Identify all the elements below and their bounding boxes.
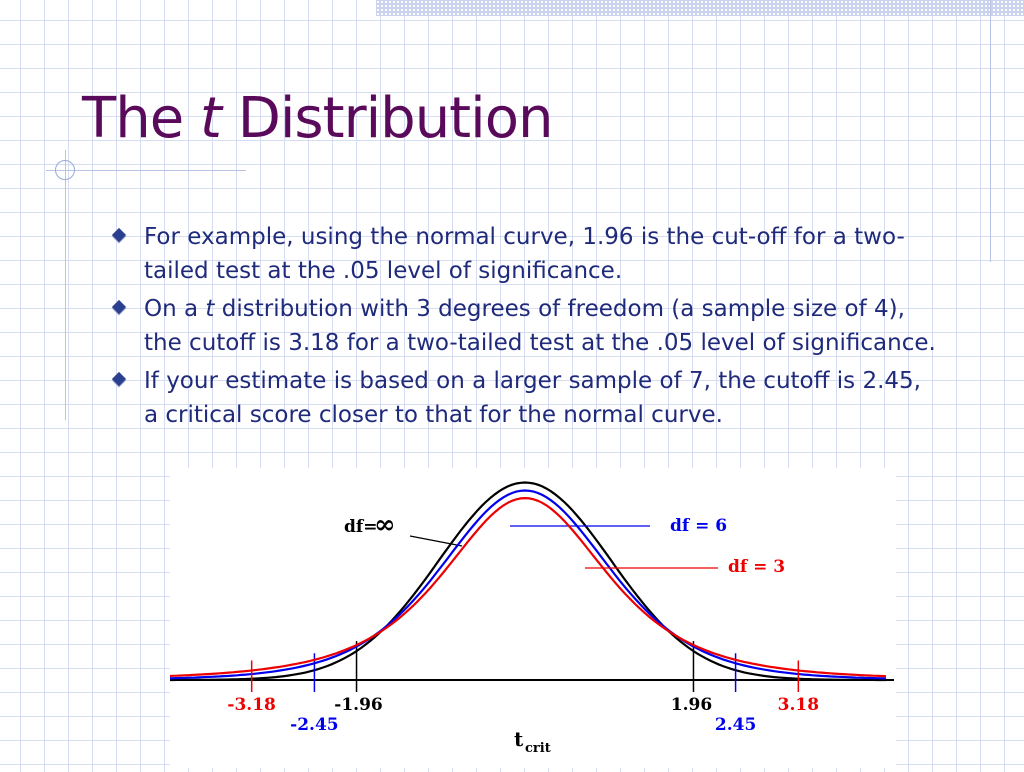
legend-symbol-0: ∞: [374, 510, 396, 540]
series-line-1: [163, 489, 887, 680]
right-vertical-rule: [990, 0, 991, 262]
critical-label-1-0: -2.45: [290, 715, 338, 735]
legend-label-0: df=: [344, 517, 377, 537]
left-vertical-rule: [65, 150, 66, 420]
bullet-text-italic-t: t: [205, 296, 215, 322]
legend-leader-0: [409, 535, 463, 547]
bullet-text-part: On a: [144, 296, 206, 322]
critical-label-2-0: -3.18: [227, 695, 275, 715]
series-line-2: [163, 496, 887, 678]
title-prefix: The: [82, 86, 184, 151]
critical-label-0-1: 1.96: [671, 695, 712, 715]
slide-title: The t Distribution: [82, 86, 554, 151]
legend-label-2: df = 3: [728, 557, 785, 577]
x-axis-label-subscript: crit: [525, 741, 551, 756]
x-axis-label: t: [514, 727, 524, 751]
critical-label-1-1: 2.45: [715, 715, 756, 735]
diamond-bullet-icon: [111, 299, 127, 315]
bullet-item: For example, using the normal curve, 1.9…: [110, 220, 940, 288]
diamond-bullet-icon: [111, 371, 127, 387]
series-line-0: [164, 481, 886, 682]
legend-label-1: df = 6: [670, 516, 727, 536]
chart-svg: -1.96 1.96 df=∞ -2.45 2.45 df = 6 -3.18 3.18 df …: [163, 481, 894, 756]
top-decor-band: [376, 0, 1024, 16]
rule-ring-ornament: [55, 160, 75, 180]
title-suffix: Distribution: [237, 86, 554, 151]
bullet-text-part: distribution with 3 degrees of freedom (…: [144, 296, 936, 356]
critical-label-0-0: -1.96: [334, 695, 382, 715]
bullet-text: For example, using the normal curve, 1.9…: [144, 224, 905, 284]
title-underline-rule: [46, 170, 246, 171]
bullet-text: If your estimate is based on a larger sa…: [144, 368, 921, 428]
t-distribution-chart: -1.96 1.96 df= ∞ -2.45 2.45 df = 6 -3.18 3.18 df …: [163, 468, 896, 768]
critical-label-2-1: 3.18: [778, 695, 819, 715]
bullet-item: If your estimate is based on a larger sa…: [110, 364, 940, 432]
bullet-list: For example, using the normal curve, 1.9…: [110, 220, 940, 436]
diamond-bullet-icon: [111, 227, 127, 243]
bullet-item: On a t distribution with 3 degrees of fr…: [110, 292, 940, 360]
title-italic-t: t: [199, 86, 222, 151]
